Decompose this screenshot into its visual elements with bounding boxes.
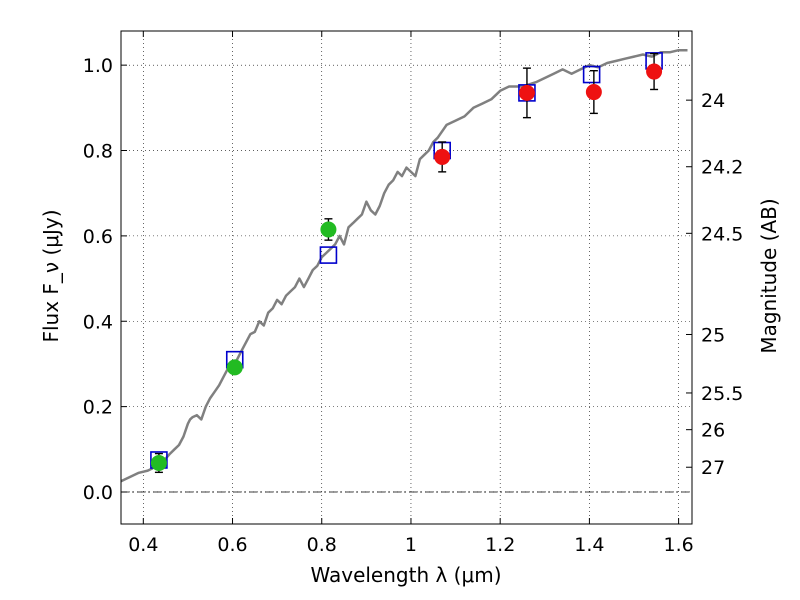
data-point [585, 84, 602, 101]
y2-axis-label: Magnitude (AB) [757, 198, 781, 353]
y-tick-label: 1.0 [83, 55, 113, 77]
data-point [518, 84, 535, 101]
x-tick-label: 0.8 [307, 534, 337, 556]
data-point [150, 454, 167, 471]
x-tick-label: 1.4 [574, 534, 604, 556]
y-axis-label: Flux F_ν (μJy) [39, 209, 63, 342]
y-tick-label: 0.4 [83, 311, 113, 333]
data-point [320, 221, 337, 238]
model-sed-line [120, 48, 688, 483]
y2-tick-label: 24.2 [701, 157, 743, 179]
y-tick-label: 0.2 [83, 397, 113, 419]
photometry-markers [150, 52, 663, 474]
model-square-marker [582, 65, 601, 84]
data-point [646, 63, 663, 80]
x-tick-label: 1.6 [664, 534, 694, 556]
tick-labels: 0.4 0.6 0.8 1 1.2 1.4 1.6 0.0 0.2 0.4 0.6 0.8 1.0 24 2… [83, 55, 744, 556]
x-tick-label: 1 [405, 534, 417, 556]
y-tick-label: 0.0 [83, 482, 113, 504]
x-tick-label: 0.6 [217, 534, 247, 556]
y2-tick-label: 25.5 [701, 383, 743, 405]
x-tick-label: 1.2 [485, 534, 515, 556]
model-square-marker [319, 246, 338, 264]
model-sed-line-group [120, 48, 688, 483]
x-tick-label: 0.4 [128, 534, 158, 556]
plot-frame [120, 30, 693, 525]
y2-tick-label: 24.5 [701, 223, 743, 245]
data-point [226, 359, 243, 376]
y2-tick-label: 26 [701, 420, 725, 442]
y-tick-label: 0.6 [83, 226, 113, 248]
data-point [434, 148, 451, 165]
y2-tick-label: 25 [701, 324, 725, 346]
y2-tick-label: 27 [701, 457, 725, 479]
axis-ticks [121, 31, 692, 524]
y-tick-label: 0.8 [83, 141, 113, 163]
x-axis-label: Wavelength λ (μm) [310, 563, 501, 587]
y2-tick-label: 24 [701, 90, 725, 112]
